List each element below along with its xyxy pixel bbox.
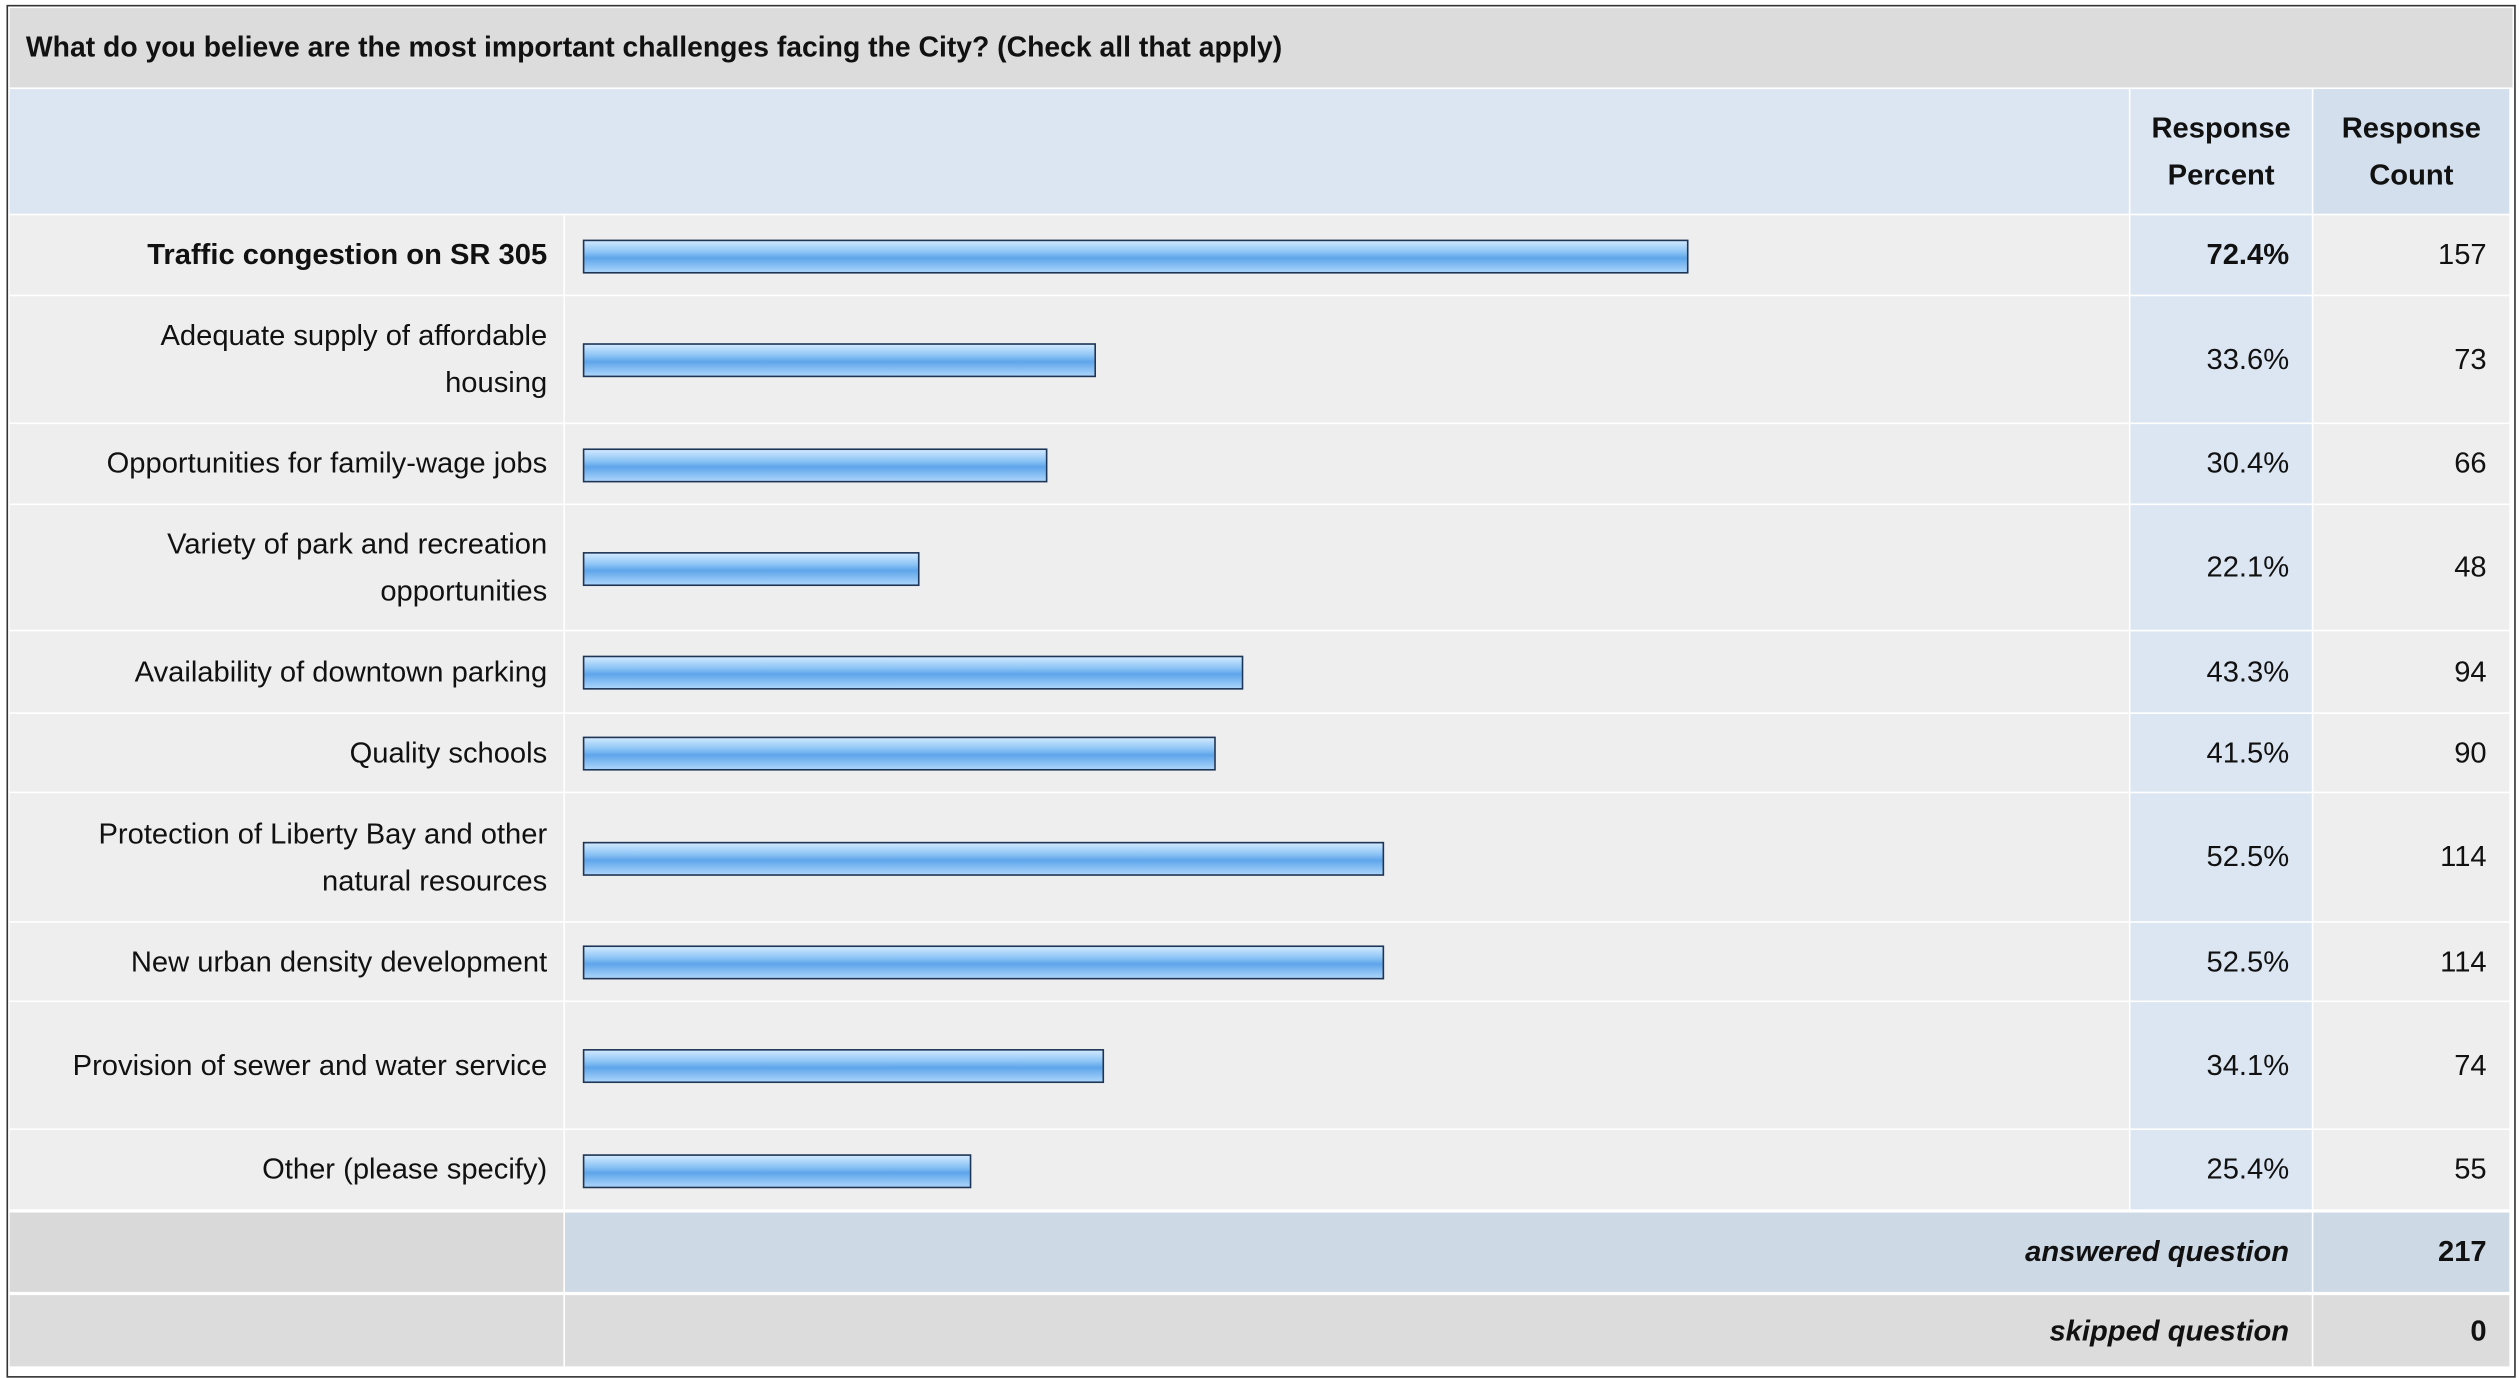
percent-cell: 43.3% (2130, 631, 2312, 713)
percent-cell: 52.5% (2130, 922, 2312, 1001)
row-label: Traffic congestion on SR 305 (9, 215, 564, 295)
row-label: Quality schools (9, 713, 564, 792)
count-cell: 94 (2313, 631, 2510, 713)
bar (582, 551, 921, 586)
count-cell: 66 (2313, 424, 2510, 504)
percent-cell: 72.4% (2130, 215, 2312, 295)
bar (582, 841, 1385, 876)
answered-label: answered question (564, 1212, 2312, 1292)
bar (582, 1153, 971, 1188)
percent-cell: 25.4% (2130, 1129, 2312, 1210)
row-label: Other (please specify) (9, 1129, 564, 1210)
count-cell: 48 (2313, 505, 2510, 630)
count-cell: 90 (2313, 713, 2510, 792)
row-label: Adequate supply of affordable housing (9, 296, 564, 423)
count-cell: 114 (2313, 793, 2510, 922)
percent-cell: 34.1% (2130, 1002, 2312, 1129)
question-title: What do you believe are the most importa… (9, 8, 2513, 88)
percent-cell: 41.5% (2130, 713, 2312, 792)
header-percent: Response Percent (2130, 89, 2312, 214)
row-label: Availability of downtown parking (9, 631, 564, 713)
bar (582, 736, 1217, 771)
percent-cell: 22.1% (2130, 505, 2312, 630)
header-count: Response Count (2313, 89, 2510, 214)
row-label: Opportunities for family-wage jobs (9, 424, 564, 504)
header-cell (9, 89, 2129, 214)
skipped-label: skipped question (564, 1295, 2312, 1367)
answered-count: 217 (2313, 1212, 2510, 1292)
bar (582, 447, 1047, 482)
bar (582, 343, 1096, 378)
bar (582, 945, 1385, 980)
row-label: Provision of sewer and water service (9, 1002, 564, 1129)
count-cell: 55 (2313, 1129, 2510, 1210)
row-label: Variety of park and recreation opportuni… (9, 505, 564, 630)
row-label: New urban density development (9, 922, 564, 1001)
count-cell: 114 (2313, 922, 2510, 1001)
count-cell: 157 (2313, 215, 2510, 295)
count-cell: 74 (2313, 1002, 2510, 1129)
bar (582, 655, 1244, 690)
skipped-count: 0 (2313, 1295, 2510, 1367)
bar (582, 238, 1689, 273)
percent-cell: 52.5% (2130, 793, 2312, 922)
summary-blank (9, 1212, 564, 1292)
bar (582, 1049, 1104, 1084)
percent-cell: 30.4% (2130, 424, 2312, 504)
count-cell: 73 (2313, 296, 2510, 423)
row-label: Protection of Liberty Bay and other natu… (9, 793, 564, 922)
summary-blank (9, 1295, 564, 1367)
percent-cell: 33.6% (2130, 296, 2312, 423)
